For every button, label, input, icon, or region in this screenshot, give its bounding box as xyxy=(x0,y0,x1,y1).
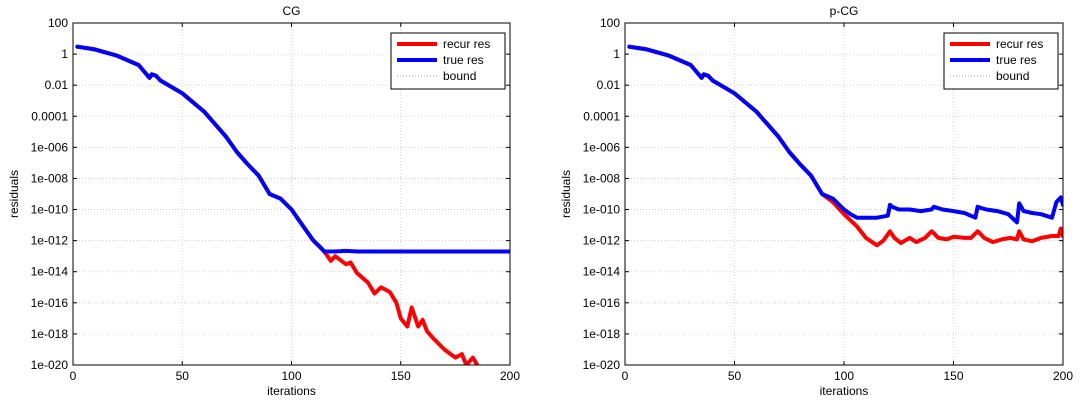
x-tick-label: 0 xyxy=(70,369,77,383)
chart-title: p-CG xyxy=(830,4,859,18)
x-tick-label: 200 xyxy=(1053,369,1073,383)
y-tick-label: 1e-012 xyxy=(583,234,621,248)
y-tick-label: 1e-014 xyxy=(31,265,69,279)
x-tick-label: 100 xyxy=(281,369,301,383)
y-tick-label: 1e-008 xyxy=(583,171,621,185)
y-tick-label: 1e-016 xyxy=(31,296,69,310)
y-tick-label: 1e-020 xyxy=(31,358,69,372)
y-tick-label: 100 xyxy=(600,16,620,30)
y-tick-label: 1e-010 xyxy=(31,203,69,217)
y-tick-label: 0.01 xyxy=(45,78,69,92)
y-tick-label: 1e-016 xyxy=(583,296,621,310)
y-tick-label: 0.01 xyxy=(597,78,621,92)
y-tick-label: 1e-006 xyxy=(583,140,621,154)
y-tick-label: 0.0001 xyxy=(31,109,68,123)
chart-title: CG xyxy=(283,4,301,18)
series-line-true-res xyxy=(627,44,1063,225)
x-tick-label: 200 xyxy=(500,369,520,383)
legend-label-true-res: true res xyxy=(996,53,1037,67)
y-tick-label: 1e-018 xyxy=(31,327,69,341)
x-axis-label: iterations xyxy=(820,384,869,398)
x-tick-label: 150 xyxy=(943,369,963,383)
y-tick-label: 0.0001 xyxy=(583,109,620,123)
chart-panel-2: 0 50 100 150 200 100 1 0.01 0.0001 1e-006 1e-008 1e… xyxy=(559,4,1073,398)
x-tick-label: 50 xyxy=(176,369,190,383)
series-line-true-res xyxy=(75,44,510,254)
legend-label-bound: bound xyxy=(996,69,1029,83)
y-axis-label: residuals xyxy=(7,170,21,218)
legend: recur res true res bound xyxy=(943,32,1059,90)
legend-label-recur-res: recur res xyxy=(443,37,490,51)
x-tick-label: 100 xyxy=(834,369,854,383)
y-tick-label: 1e-018 xyxy=(583,327,621,341)
x-axis-label: iterations xyxy=(267,384,316,398)
x-tick-label: 0 xyxy=(622,369,629,383)
y-tick-label: 1 xyxy=(61,47,68,61)
y-tick-label: 1e-014 xyxy=(583,265,621,279)
y-axis-label: residuals xyxy=(559,170,573,218)
legend-label-true-res: true res xyxy=(443,53,484,67)
legend-label-bound: bound xyxy=(443,69,476,83)
y-tick-label: 1e-008 xyxy=(31,171,69,185)
legend: recur res true res bound xyxy=(390,32,506,90)
y-tick-label: 100 xyxy=(48,16,68,30)
y-tick-label: 1 xyxy=(613,47,620,61)
x-tick-label: 150 xyxy=(391,369,411,383)
y-tick-label: 1e-010 xyxy=(583,203,621,217)
chart-panel-1: 0 50 100 150 200 100 1 0.01 0.0001 1e-006 1e-008 1e… xyxy=(7,4,520,398)
y-tick-label: 1e-012 xyxy=(31,234,69,248)
x-tick-label: 50 xyxy=(728,369,742,383)
y-tick-label: 1e-020 xyxy=(583,358,621,372)
y-tick-label: 1e-006 xyxy=(31,140,69,154)
legend-label-recur-res: recur res xyxy=(996,37,1043,51)
